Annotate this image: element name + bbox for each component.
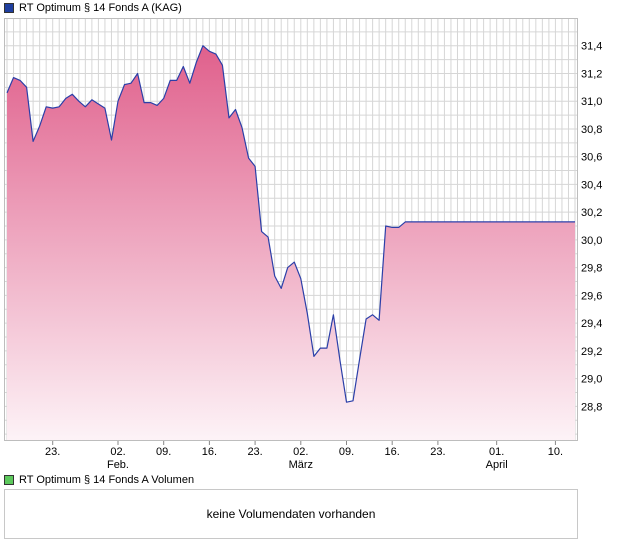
volume-legend-swatch xyxy=(4,475,14,485)
y-tick-label: 29,0 xyxy=(581,374,602,386)
volume-empty-message: keine Volumendaten vorhanden xyxy=(206,507,376,521)
price-chart: 28,8 29,0 29,2 29,4 29,6 29,8 30,0 30,2 30,4 30,6… xyxy=(4,18,602,471)
y-tick-label: 29,4 xyxy=(581,318,602,330)
price-legend: RT Optimum § 14 Fonds A (KAG) xyxy=(4,1,182,15)
x-tick-label: 02. xyxy=(293,446,308,458)
plot-frame xyxy=(4,18,578,441)
x-tick-label: 02. xyxy=(110,446,125,458)
y-tick-label: 29,6 xyxy=(581,290,602,302)
x-tick-label: 23. xyxy=(430,446,445,458)
x-month-label: März xyxy=(289,459,313,471)
x-tick-label: 16. xyxy=(385,446,400,458)
x-tick-label: 23. xyxy=(247,446,262,458)
x-tick-label: 09. xyxy=(156,446,171,458)
y-tick-label: 30,2 xyxy=(581,207,602,219)
price-line xyxy=(6,45,575,403)
volume-legend: RT Optimum § 14 Fonds A Volumen xyxy=(4,473,194,487)
y-tick-label: 31,0 xyxy=(581,96,602,108)
y-tick-label: 29,2 xyxy=(581,346,602,358)
x-tick-label: 09. xyxy=(339,446,354,458)
x-tick-label: 10. xyxy=(548,446,563,458)
x-month-label: Feb. xyxy=(107,459,129,471)
volume-panel: keine Volumendaten vorhanden xyxy=(4,489,578,539)
x-tick-label: 23. xyxy=(45,446,60,458)
y-tick-label: 28,8 xyxy=(581,401,602,413)
volume-legend-label: RT Optimum § 14 Fonds A Volumen xyxy=(19,474,195,486)
y-tick-label: 30,0 xyxy=(581,235,602,247)
x-month-label: April xyxy=(486,459,508,471)
price-area xyxy=(7,45,575,441)
price-legend-label: RT Optimum § 14 Fonds A (KAG) xyxy=(19,2,182,14)
y-tick-label: 31,4 xyxy=(581,41,602,53)
y-tick-label: 30,6 xyxy=(581,152,602,164)
x-tick-label: 01. xyxy=(489,446,504,458)
y-tick-label: 30,4 xyxy=(581,179,602,191)
price-legend-swatch xyxy=(4,3,14,13)
y-tick-label: 31,2 xyxy=(581,68,602,80)
x-tick-label: 16. xyxy=(202,446,217,458)
y-tick-label: 29,8 xyxy=(581,263,602,275)
y-tick-label: 30,8 xyxy=(581,124,602,136)
